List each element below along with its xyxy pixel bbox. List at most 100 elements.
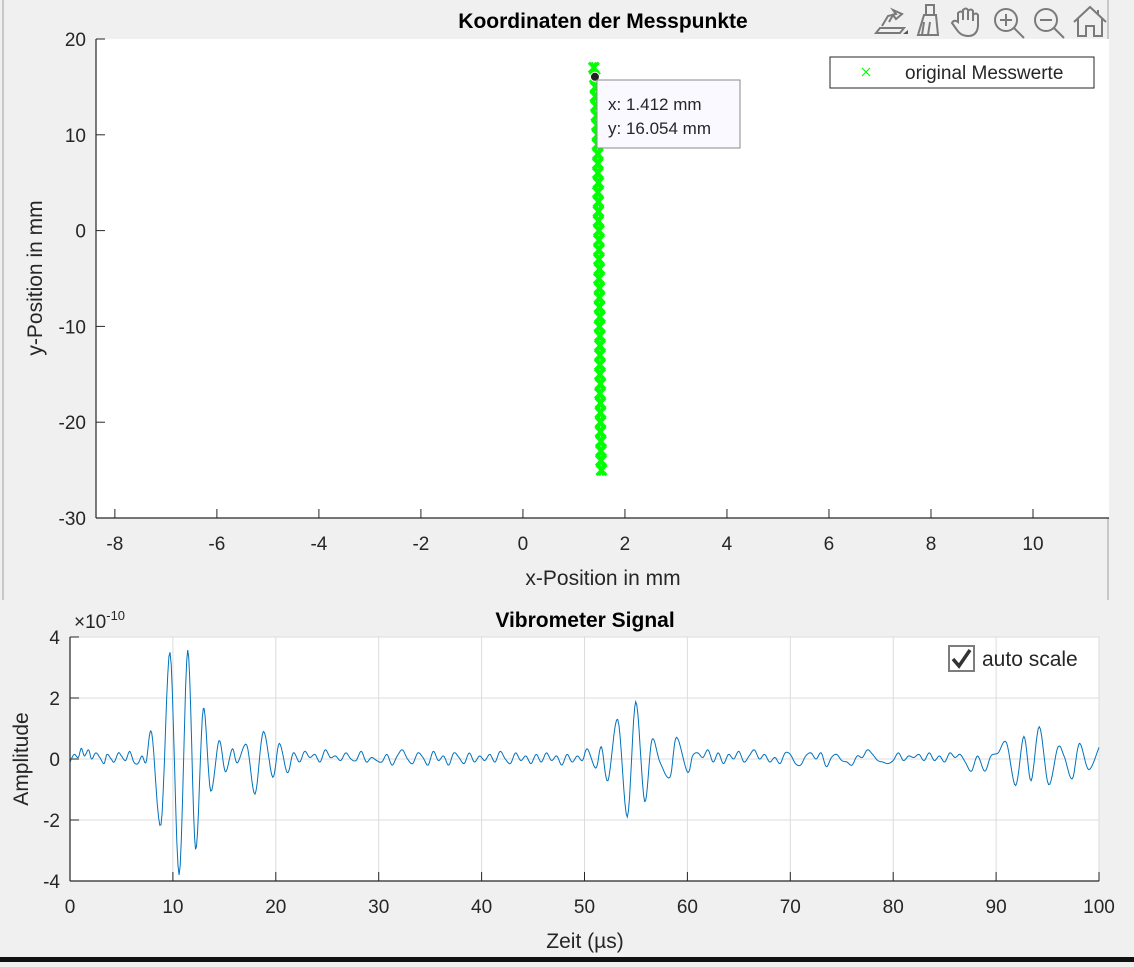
data-point-marker-fill [594,253,604,266]
axes-toolbar [873,4,1107,39]
x-tick-label: 6 [824,534,835,555]
data-point-marker-fill [593,176,604,189]
checkbox-label: auto scale [982,648,1078,671]
data-point-marker-fill [594,224,604,237]
data-point-marker-fill [595,387,605,400]
y-tick-label: 2 [49,689,60,710]
data-point-marker-fill [593,205,604,218]
x-tick-label: -2 [412,534,429,555]
data-point-marker-fill [595,339,605,352]
x-tick-label: 100 [1083,897,1115,918]
window-bottom-bar [0,957,1134,962]
data-point-marker-fill [594,291,605,304]
data-layer [587,61,608,477]
edit-plot-icon[interactable] [873,7,908,34]
exponent-base: ×10 [74,612,106,633]
data-point-marker-fill [594,272,604,285]
datatip[interactable]: x: 1.412 mm y: 16.054 mm [596,79,741,149]
data-point-marker-fill [596,444,606,457]
data-point-marker-fill [595,416,606,429]
y-tick-label: 0 [49,750,60,771]
x-tick-label: -8 [106,534,123,555]
y-tick-label: -20 [59,413,86,434]
y-tick-label: -2 [43,811,60,832]
zoom-out-icon[interactable] [1034,8,1065,39]
y-tick-label: 10 [65,126,86,147]
data-point-marker-fill [593,214,604,228]
y-tick-label: 0 [75,222,86,243]
x-tick-label: 20 [265,897,286,918]
data-point-marker-fill [595,406,606,419]
y-tick-label: -4 [43,872,60,893]
data-point-marker-fill [593,186,603,199]
y-tick-label: -30 [59,509,86,530]
y-axis-label: Amplitude [10,712,33,805]
data-point-marker-fill [595,425,606,438]
zoom-in-icon[interactable] [994,8,1025,39]
chart-title: Vibrometer Signal [495,609,674,632]
data-point-marker-fill [595,397,606,410]
x-tick-label: 30 [368,897,389,918]
data-layer [69,650,1100,875]
pan-hand-icon[interactable] [950,7,979,38]
checkmark-icon [951,649,972,669]
x-axis-label: x-Position in mm [525,567,680,590]
x-tick-label: 40 [471,897,492,918]
brush-icon[interactable] [916,4,940,36]
data-point-marker-fill [594,262,605,275]
data-point-marker-fill [595,329,605,343]
data-point-marker-fill [594,243,604,256]
data-point-marker-fill [596,464,607,477]
signal-line [69,650,1100,875]
x-tick-label: 60 [677,897,698,918]
home-icon[interactable] [1073,5,1107,37]
x-tick-label: -4 [310,534,327,555]
legend[interactable]: original Messwerte [829,56,1095,89]
x-tick-label: 0 [518,534,529,555]
x-tick-label: 4 [722,534,733,555]
y-tick-label: 20 [65,30,86,51]
chart-title: Koordinaten der Messpunkte [458,10,747,33]
data-point-marker-fill [596,435,606,448]
data-point-marker-fill [594,301,605,314]
x-tick-label: 90 [986,897,1007,918]
exponent-power: -10 [106,608,125,623]
y-tick-label: -10 [59,317,86,338]
data-point-marker-fill [594,234,604,247]
data-point-marker-fill [595,377,606,390]
data-point-marker-fill [593,147,603,160]
datatip-y: y: 16.054 mm [608,119,711,138]
x-tick-label: 2 [620,534,631,555]
x-tick-label: 0 [65,897,76,918]
legend-x-marker-icon [861,67,871,77]
checkbox-box[interactable] [948,645,975,672]
data-point-marker-fill [595,358,605,371]
x-tick-label: 70 [780,897,801,918]
data-point-marker-fill [594,282,605,295]
y-tick-label: 4 [49,628,60,649]
data-point-marker-fill [595,368,605,381]
x-tick-label: 8 [926,534,937,555]
y-axis-label: y-Position in mm [24,200,47,355]
data-point-marker-fill [593,167,603,180]
data-point-marker-fill [595,310,605,323]
x-axis-label: Zeit (µs) [546,930,623,953]
data-point-marker-fill [594,320,605,333]
x-tick-label: 10 [162,897,183,918]
x-tick-label: 50 [574,897,595,918]
auto-scale-checkbox[interactable]: auto scale [948,645,1078,672]
x-tick-label: -6 [208,534,225,555]
data-point-marker-fill [595,349,605,362]
data-point-marker-fill [596,454,606,467]
x-tick-label: 10 [1022,534,1043,555]
datatip-point[interactable] [589,71,600,82]
legend-entry: original Messwerte [905,63,1063,84]
datatip-x: x: 1.412 mm [608,95,702,114]
data-point-marker-fill [589,61,599,74]
x-tick-label: 80 [883,897,904,918]
